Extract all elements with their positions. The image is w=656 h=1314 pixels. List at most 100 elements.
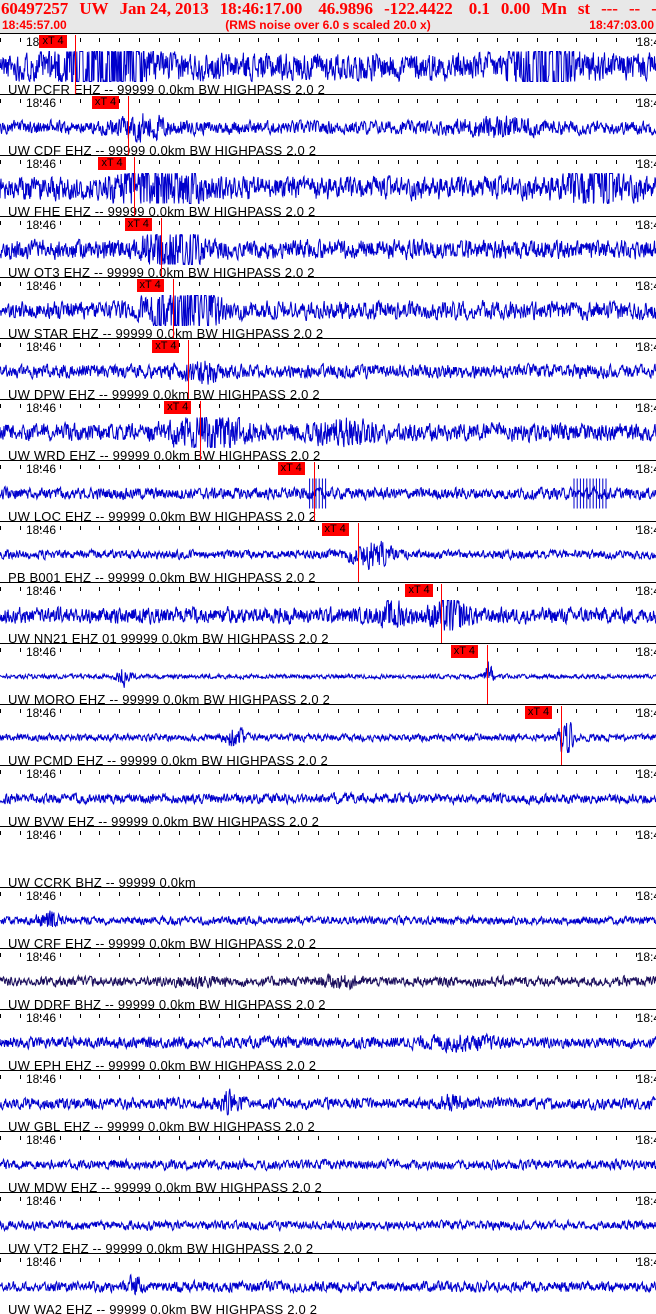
waveform [0, 234, 656, 267]
station-label: UW MDW EHZ -- 99999 0.0km BW HIGHPASS 2.… [8, 1180, 322, 1192]
pick-marker[interactable]: xT 4 [124, 218, 152, 231]
axis-tick-label-left: 18:46 [26, 1133, 57, 1147]
axis-tick-label-right: 18:4 [636, 35, 656, 49]
axis-tick-label-right: 18:4 [636, 401, 656, 415]
pick-time-line [172, 279, 174, 338]
axis-tick-label-right: 18:4 [636, 1194, 656, 1208]
pick-time-line [75, 35, 77, 94]
trace-row[interactable]: 18:46 18:4 xT 4 PB B001 EHZ -- 99999 0.0km … [0, 521, 656, 582]
station-label: UW FHE EHZ -- 99999 0.0km BW HIGHPASS 2.… [8, 204, 316, 216]
pick-time-line [313, 462, 315, 521]
trace-row[interactable]: 18:46 18:4 xT 4 UW LOC EHZ -- 99999 0.0km B… [0, 460, 656, 521]
pick-marker[interactable]: xT 4 [524, 706, 553, 719]
time-axis [0, 34, 656, 43]
station-label: UW MORO EHZ -- 99999 0.0km BW HIGHPASS 2… [8, 692, 331, 704]
station-label: UW PCFR EHZ -- 99999 0.0km BW HIGHPASS 2… [8, 82, 326, 94]
axis-tick-label-left: 18:46 [26, 1072, 57, 1086]
axis-tick-label-left: 18:46 [26, 950, 57, 964]
pick-marker[interactable]: xT 4 [277, 462, 305, 475]
trace-row[interactable]: 18:46 18:4 xT 4 UW MORO EHZ -- 99999 0.0km … [0, 643, 656, 704]
station-label: UW EPH EHZ -- 99999 0.0km BW HIGHPASS 2.… [8, 1058, 317, 1070]
station-label: UW VT2 EHZ -- 99999 0.0km BW HIGHPASS 2.… [8, 1241, 314, 1253]
time-axis [0, 1132, 656, 1141]
waveform [0, 294, 656, 327]
trace-row[interactable]: 18:46 18:4 UW EPH EHZ -- 99999 0.0km BW HI… [0, 1009, 656, 1070]
station-label: UW CCRK BHZ -- 99999 0.0km [8, 875, 196, 887]
trace-row[interactable]: 18:46 18:4 UW WA2 EHZ -- 99999 0.0km BW HI… [0, 1253, 656, 1314]
window-end-time: 18:47:03.00 [589, 18, 654, 32]
pick-marker[interactable]: xT 4 [321, 523, 349, 536]
axis-tick-label-left: 18:46 [26, 889, 57, 903]
event-longitude: -122.4422 [384, 0, 453, 18]
seismogram-trace-list: 18:46 18:4 xT 4 UW PCFR EHZ -- 99999 0.0km … [0, 33, 656, 1314]
waveform [0, 1210, 656, 1241]
waveform [0, 356, 656, 387]
pick-marker[interactable]: xT 4 [152, 340, 180, 353]
trace-row[interactable]: 18:46 18:4 UW VT2 EHZ -- 99999 0.0km BW HI… [0, 1192, 656, 1253]
trace-row[interactable]: 18:46 18:4 UW DDRF BHZ -- 99999 0.0km BW H… [0, 948, 656, 1009]
axis-tick-label-left: 18:46 [26, 1194, 57, 1208]
pick-marker[interactable]: xT 4 [450, 645, 478, 658]
trace-row[interactable]: 18:46 18:4 UW CRF EHZ -- 99999 0.0km BW HI… [0, 887, 656, 948]
waveform [0, 905, 656, 936]
event-time: 18:46:17.00 [219, 0, 303, 18]
station-label: UW CDF EHZ -- 99999 0.0km BW HIGHPASS 2.… [8, 143, 317, 155]
time-axis [0, 766, 656, 775]
pick-time-line [441, 584, 443, 643]
axis-tick-label-right: 18:4 [636, 889, 656, 903]
pick-marker[interactable]: xT 4 [405, 584, 433, 597]
pick-marker[interactable]: xT 4 [98, 157, 126, 170]
waveform [0, 50, 656, 84]
axis-tick-label-right: 18:4 [636, 157, 656, 171]
time-axis [0, 705, 656, 714]
axis-tick-label-right: 18:4 [636, 584, 656, 598]
pick-time-line [188, 340, 190, 399]
station-label: UW PCMD EHZ -- 99999 0.0km BW HIGHPASS 2… [8, 753, 328, 765]
trace-row[interactable]: 18:46 18:4 UW BVW EHZ -- 99999 0.0km BW HI… [0, 765, 656, 826]
pick-marker[interactable]: xT 4 [39, 35, 67, 48]
axis-tick-label-right: 18:4 [636, 1133, 656, 1147]
trace-row[interactable]: 18:46 18:4 xT 4 UW FHE EHZ -- 99999 0.0km B… [0, 155, 656, 216]
time-axis [0, 461, 656, 470]
pick-marker[interactable]: xT 4 [136, 279, 164, 292]
axis-tick-label-left: 18:46 [26, 401, 57, 415]
station-label: UW DPW EHZ -- 99999 0.0km BW HIGHPASS 2.… [8, 387, 320, 399]
axis-tick-label-right: 18:4 [636, 828, 656, 842]
station-label: UW GBL EHZ -- 99999 0.0km BW HIGHPASS 2.… [8, 1119, 315, 1131]
axis-tick-label-right: 18:4 [636, 279, 656, 293]
axis-tick-label-right: 18:4 [636, 218, 656, 232]
header-bar: 60497257 UW Jan 24, 2013 18:46:17.00 46.… [0, 0, 656, 33]
axis-tick-label-left: 18:46 [26, 706, 57, 720]
trace-row[interactable]: 18:46 18:4 xT 4 UW WRD EHZ -- 99999 0.0km B… [0, 399, 656, 460]
waveform [0, 1027, 656, 1058]
time-axis [0, 217, 656, 226]
trace-row[interactable]: 18:46 18:4 xT 4 UW NN21 EHZ 01 99999 0.0km … [0, 582, 656, 643]
trace-row[interactable]: 18:46 18:4 xT 4 UW STAR EHZ -- 99999 0.0km … [0, 277, 656, 338]
trace-row[interactable]: 18:46 18:4 xT 4 UW DPW EHZ -- 99999 0.0km B… [0, 338, 656, 399]
time-axis [0, 644, 656, 653]
trace-row[interactable]: 18:46 18:4 xT 4 UW PCMD EHZ -- 99999 0.0km … [0, 704, 656, 765]
axis-tick-label-right: 18:4 [636, 96, 656, 110]
event-summary-line: 60497257 UW Jan 24, 2013 18:46:17.00 46.… [1, 0, 656, 18]
trace-row[interactable]: 18:46 18:4 UW GBL EHZ -- 99999 0.0km BW HI… [0, 1070, 656, 1131]
waveform [0, 539, 656, 571]
quality-field-1: --- [601, 0, 618, 18]
pick-time-line [160, 218, 162, 277]
axis-tick-label-left: 18:46 [26, 1011, 57, 1025]
pick-time-line [127, 96, 129, 155]
window-start-time: 18:45:57.00 [2, 18, 67, 32]
axis-tick-label-left: 18:46 [26, 157, 57, 171]
quality-field-3: -- [651, 0, 656, 19]
trace-row[interactable]: 18:46 18:4 xT 4 UW CDF EHZ -- 99999 0.0km B… [0, 94, 656, 155]
axis-tick-label-right: 18:4 [636, 523, 656, 537]
network-code: UW [79, 0, 109, 18]
waveform [0, 783, 656, 814]
trace-row[interactable]: 18:46 18:4 UW MDW EHZ -- 99999 0.0km BW HI… [0, 1131, 656, 1192]
station-label: PB B001 EHZ -- 99999 0.0km BW HIGHPASS 2… [8, 570, 316, 582]
axis-tick-label-left: 18:46 [26, 279, 57, 293]
pick-marker[interactable]: xT 4 [91, 96, 120, 109]
trace-row[interactable]: 18:46 18:4 UW CCRK BHZ -- 99999 0.0km [0, 826, 656, 887]
pick-marker[interactable]: xT 4 [164, 401, 192, 414]
